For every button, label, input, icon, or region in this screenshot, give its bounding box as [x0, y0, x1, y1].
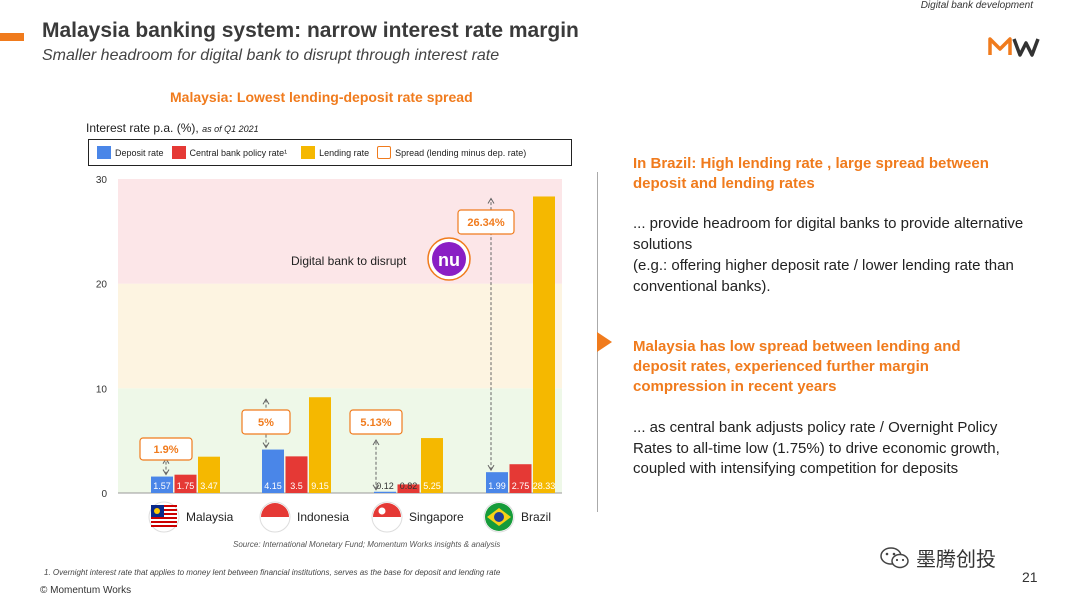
bar-brazil-0	[486, 472, 508, 493]
country-label-singapore: Singapore	[409, 510, 464, 524]
spread-arrow-bottom	[372, 484, 380, 491]
spread-box-brazil	[457, 209, 515, 235]
spread-arrow-bottom	[162, 469, 170, 476]
spread-box-singapore	[349, 409, 403, 435]
y-axis-note: as of Q1 2021	[202, 124, 259, 134]
legend-label-policy: Central bank policy rate¹	[189, 147, 288, 158]
bar-chart: 0 10 20 30 1.57 1.75 3.47 1.9% Malaysia 4.15 3.5 9.…	[96, 175, 562, 533]
malaysia-text: ... as central bank adjusts policy rate …	[633, 419, 1000, 477]
flag-stripe	[151, 517, 177, 519]
legend-label-spread: Spread (lending minus dep. rate)	[395, 147, 527, 158]
spread-label-singapore: 5.13%	[360, 417, 391, 429]
flag-stripe	[151, 521, 177, 523]
malaysia-heading: Malaysia has low spread between lending …	[633, 338, 961, 395]
chart-band-1	[118, 283, 562, 389]
spread-arrow-top	[262, 398, 270, 405]
spread-arrow-top	[372, 439, 380, 446]
bar-indonesia-0	[262, 449, 284, 493]
flag-crescent	[154, 508, 160, 514]
legend-item-spread: Spread (lending minus dep. rate)	[377, 146, 526, 159]
data-label-malaysia-0: 1.57	[153, 481, 171, 491]
momentum-works-logo	[988, 37, 1040, 57]
brazil-example: (e.g.: offering higher deposit rate / lo…	[633, 257, 1014, 295]
bar-malaysia-2	[198, 456, 220, 493]
data-label-brazil-2: 28.33	[533, 481, 556, 491]
legend-swatch-deposit	[97, 146, 111, 159]
bar-indonesia-2	[309, 397, 331, 493]
spread-label-malaysia: 1.9%	[153, 444, 178, 456]
nu-badge-text: nu	[438, 250, 460, 270]
bar-singapore-1	[397, 484, 420, 493]
spread-label-indonesia: 5%	[258, 417, 274, 429]
y-axis-label: Interest rate p.a. (%),	[86, 121, 199, 135]
wechat-icon	[880, 546, 909, 568]
brazil-text: ... provide headroom for digital banks t…	[633, 215, 1024, 253]
y-tick-label: 10	[96, 384, 108, 395]
legend-swatch-lending	[301, 146, 316, 159]
y-axis-title: Interest rate p.a. (%), as of Q1 2021	[86, 121, 259, 135]
bar-brazil-2	[533, 196, 555, 493]
bar-brazil-1	[509, 464, 532, 493]
legend-label-lending: Lending rate	[319, 147, 370, 158]
footnote: 1. Overnight interest rate that applies …	[44, 568, 501, 577]
legend-swatch-spread	[377, 146, 392, 159]
page-subtitle: Smaller headroom for digital bank to dis…	[42, 47, 500, 64]
bar-malaysia-0	[151, 476, 173, 493]
accent-bar	[0, 33, 24, 41]
country-label-indonesia: Indonesia	[297, 510, 349, 524]
data-label-indonesia-2: 9.15	[311, 481, 329, 491]
legend-item-deposit: Deposit rate	[97, 146, 164, 159]
spread-arrow-bottom	[262, 442, 270, 449]
chart-title: Malaysia: Lowest lending-deposit rate sp…	[170, 89, 473, 105]
y-tick-label: 30	[96, 175, 108, 186]
data-label-malaysia-2: 3.47	[200, 481, 218, 491]
chart-source: Source: International Monetary Fund; Mom…	[233, 540, 501, 549]
bar-indonesia-1	[285, 456, 308, 493]
section-tag: Digital bank development	[920, 0, 1033, 11]
page-title: Malaysia banking system: narrow interest…	[42, 19, 579, 42]
data-label-brazil-1: 2.75	[512, 481, 530, 491]
watermark-text: 墨腾创投	[916, 549, 996, 571]
data-label-indonesia-0: 4.15	[264, 481, 282, 491]
country-label-brazil: Brazil	[521, 510, 551, 524]
brazil-heading: In Brazil: High lending rate , large spr…	[633, 155, 989, 192]
data-label-indonesia-1: 3.5	[290, 481, 303, 491]
flag-globe	[494, 512, 504, 522]
copyright: © Momentum Works	[40, 585, 132, 596]
spread-box-malaysia	[139, 437, 193, 461]
legend-item-policy: Central bank policy rate¹	[171, 146, 288, 159]
data-label-singapore-2: 5.25	[423, 481, 441, 491]
chart-legend: Deposit rate Central bank policy rate¹ L…	[88, 139, 572, 166]
legend-swatch-policy	[171, 146, 186, 159]
data-label-singapore-0: 0.12	[376, 481, 394, 491]
bar-singapore-2	[421, 438, 443, 493]
spread-box-indonesia	[241, 409, 291, 435]
flag-top-half	[261, 503, 289, 517]
data-label-malaysia-1: 1.75	[177, 481, 195, 491]
spread-label-brazil: 26.34%	[467, 217, 505, 229]
bar-singapore-0	[374, 491, 396, 493]
data-label-brazil-0: 1.99	[488, 481, 506, 491]
legend-item-lending: Lending rate	[301, 146, 369, 159]
bar-malaysia-1	[174, 474, 197, 493]
flag-crescent	[378, 507, 386, 515]
spread-arrow-bottom	[487, 464, 495, 472]
y-tick-label: 20	[96, 280, 108, 291]
watermark: 墨腾创投	[880, 543, 996, 572]
country-label-malaysia: Malaysia	[186, 510, 234, 524]
data-label-singapore-1: 0.82	[400, 481, 418, 491]
spread-arrow-top	[487, 197, 495, 204]
nu-badge-icon	[432, 242, 466, 276]
flag-stripe	[151, 525, 177, 527]
page-number: 21	[1022, 569, 1038, 585]
arrow-right-icon	[597, 332, 612, 352]
annotation-text: Digital bank to disrupt	[291, 254, 407, 268]
y-tick-label: 0	[101, 489, 107, 500]
legend-label-deposit: Deposit rate	[115, 147, 164, 158]
